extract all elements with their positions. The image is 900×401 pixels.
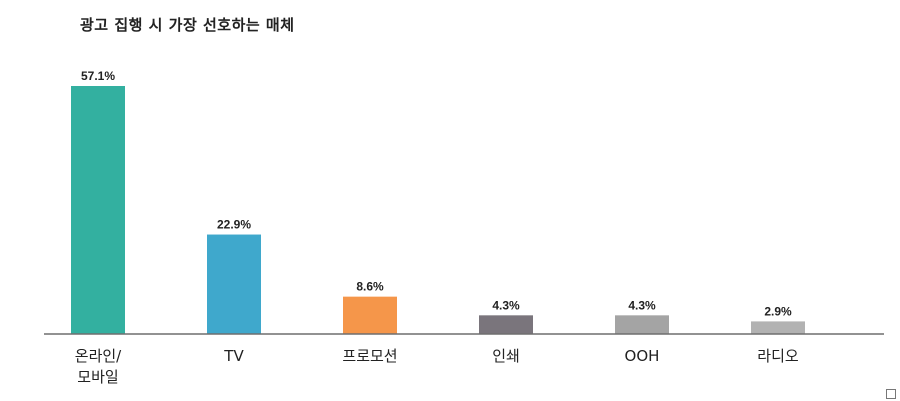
bar-5 [751,321,805,334]
value-label-3: 4.3% [492,298,520,312]
category-label-0: 온라인/모바일 [75,347,122,386]
bar-0 [71,86,125,334]
value-label-0: 57.1% [81,69,115,83]
chart-title: 광고 집행 시 가장 선호하는 매체 [80,16,295,34]
category-label-3: 인쇄 [492,347,520,365]
value-label-2: 8.6% [356,280,384,294]
value-label-1: 22.9% [217,218,251,232]
bar-2 [343,296,397,334]
value-label-5: 2.9% [764,304,792,318]
category-label-4: OOH [625,347,660,365]
category-label-2: 프로모션 [342,347,397,365]
bar-3 [479,315,533,334]
value-label-4: 4.3% [628,298,656,312]
bar-1 [207,234,261,334]
expand-icon[interactable] [886,389,896,399]
category-label-1: TV [223,347,244,365]
bar-4 [615,315,669,334]
category-label-5: 라디오 [757,347,799,365]
